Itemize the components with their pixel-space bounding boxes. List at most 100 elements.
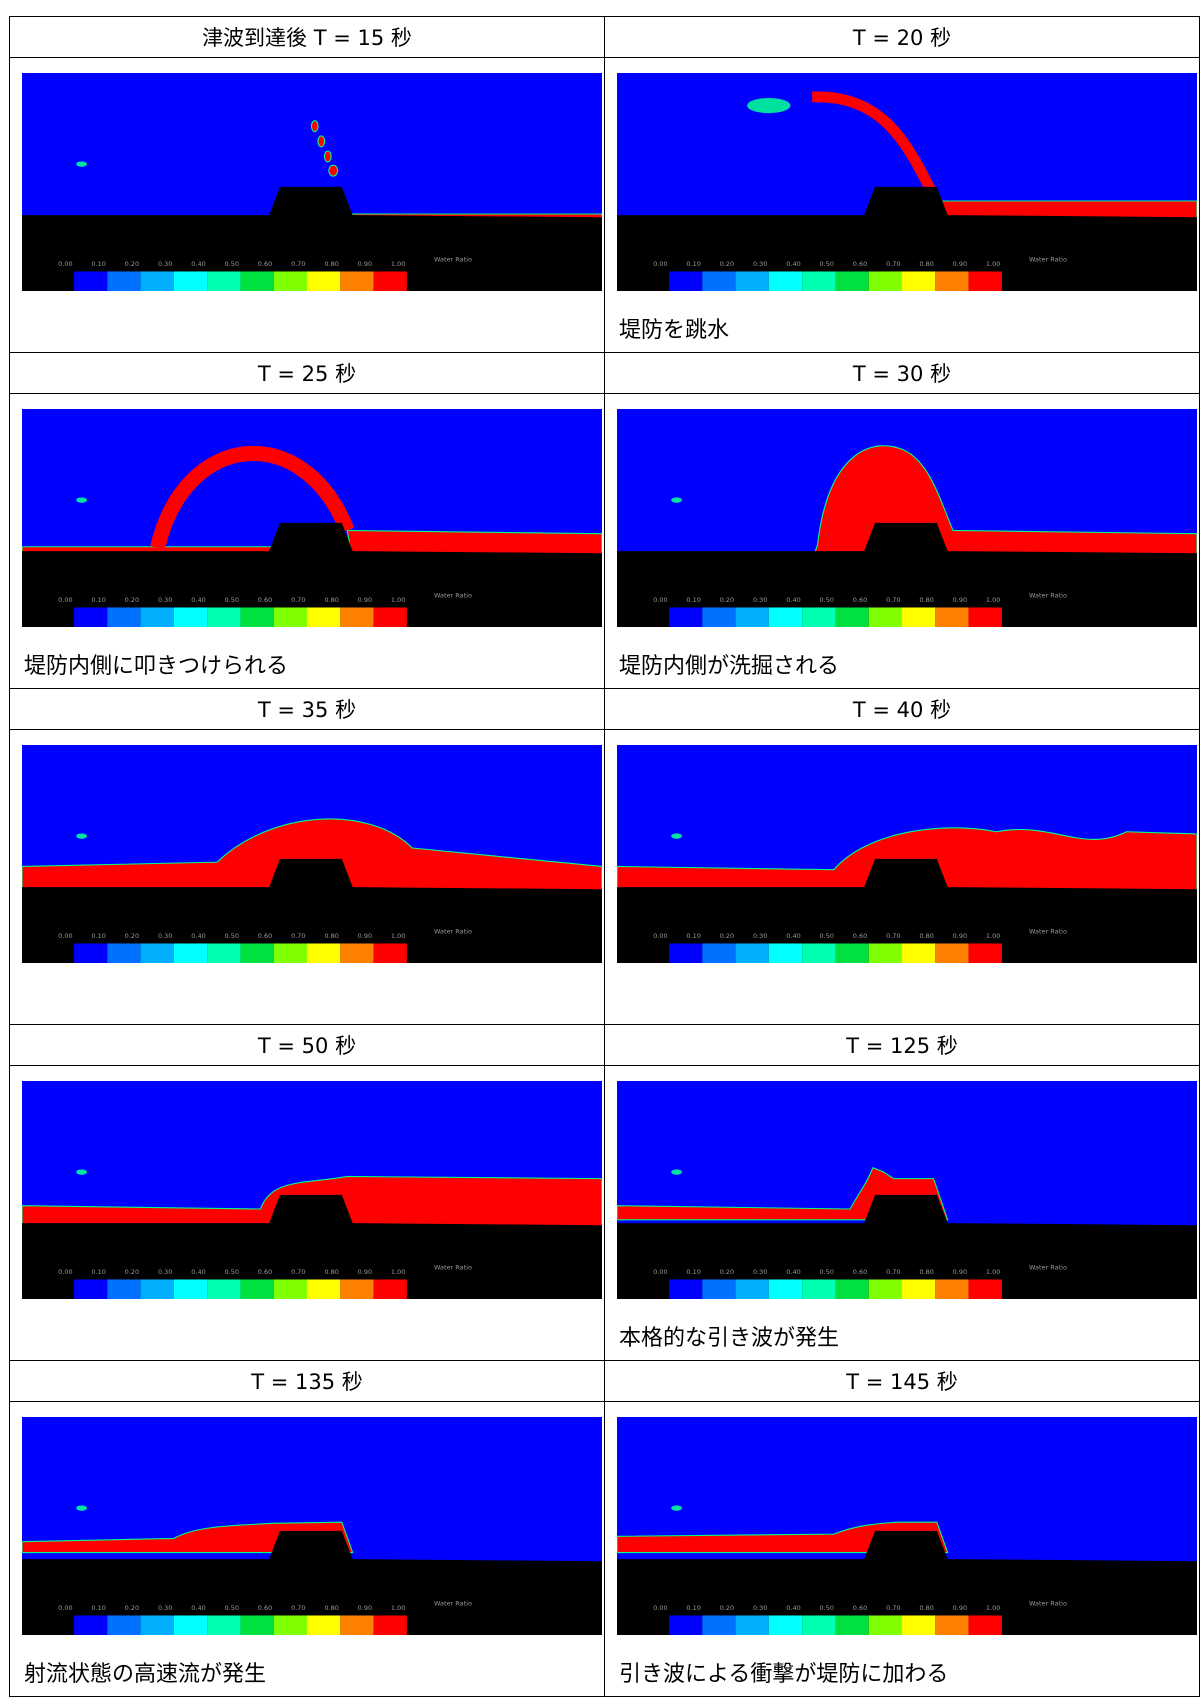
- colorbar-segment: [735, 271, 769, 291]
- colorbar-segment: [340, 943, 374, 963]
- colorbar-tick: 0.40: [191, 260, 205, 268]
- colorbar-label: Water Ratio: [434, 1600, 472, 1608]
- colorbar-segment: [240, 1279, 274, 1299]
- colorbar-tick: 0.70: [886, 932, 900, 940]
- cell-label: 津波到達後 T = 15 秒: [9, 16, 605, 58]
- colorbar-tick: 0.00: [653, 596, 667, 604]
- colorbar-label: Water Ratio: [434, 928, 472, 936]
- caption: 堤防を跳水: [619, 318, 730, 343]
- colorbar-segment: [702, 271, 736, 291]
- colorbar-tick: 0.60: [258, 596, 272, 604]
- cell-label: T = 25 秒: [9, 352, 605, 394]
- colorbar-segment: [868, 1279, 903, 1299]
- colorbar-tick: 0.70: [886, 260, 900, 268]
- colorbar-label: Water Ratio: [1029, 1600, 1067, 1608]
- colorbar-segment: [835, 1615, 869, 1635]
- colorbar-segment: [935, 1279, 969, 1299]
- colorbar-segment: [207, 1279, 241, 1299]
- colorbar-segment: [835, 271, 869, 291]
- colorbar-segment: [868, 943, 903, 963]
- colorbar-segment: [273, 1615, 308, 1635]
- colorbar-segment: [768, 271, 803, 291]
- colorbar-tick: 0.50: [225, 260, 239, 268]
- colorbar-segment: [702, 943, 736, 963]
- colorbar-segment: [968, 943, 1002, 963]
- colorbar-tick: 0.60: [853, 596, 867, 604]
- colorbar-segment: [74, 943, 108, 963]
- image-row: 0.00 0.10 0.20 0.30 0.40 0.50 0.60 0.70 0.80 0.90…: [9, 1065, 1200, 1361]
- colorbar-tick: 0.70: [291, 1268, 305, 1276]
- cell-label: T = 50 秒: [9, 1024, 605, 1066]
- colorbar-segment: [273, 943, 308, 963]
- colorbar-tick: 0.60: [853, 932, 867, 940]
- colorbar-segment: [968, 271, 1002, 291]
- colorbar-tick: 0.80: [919, 596, 933, 604]
- colorbar-tick: 0.50: [820, 932, 834, 940]
- cell-label: T = 35 秒: [9, 688, 605, 730]
- colorbar-segment: [968, 1615, 1002, 1635]
- cell-image: 0.00 0.10 0.20 0.30 0.40 0.50 0.60 0.70 0.80 0.90…: [604, 57, 1200, 353]
- colorbar-tick: 0.50: [820, 1604, 834, 1612]
- ground: [617, 1194, 1197, 1299]
- colorbar-tick: 0.90: [953, 1268, 967, 1276]
- colorbar-tick: 0.10: [91, 1604, 105, 1612]
- colorbar-tick: 0.70: [886, 1268, 900, 1276]
- colorbar-segment: [240, 607, 274, 627]
- colorbar-tick: 0.00: [58, 1268, 72, 1276]
- colorbar-tick: 1.00: [391, 932, 405, 940]
- colorbar-tick: 0.40: [786, 1268, 800, 1276]
- colorbar-tick: 0.30: [158, 1268, 172, 1276]
- colorbar-segment: [107, 271, 141, 291]
- ground: [22, 1194, 602, 1299]
- colorbar-tick: 0.00: [653, 932, 667, 940]
- colorbar-segment: [240, 943, 274, 963]
- simulation-image: 0.00 0.10 0.20 0.30 0.40 0.50 0.60 0.70 0.80 0.90…: [617, 73, 1197, 291]
- water: [617, 1167, 949, 1221]
- colorbar-tick: 0.70: [291, 596, 305, 604]
- colorbar-segment: [902, 1615, 936, 1635]
- colorbar-segment: [140, 1279, 174, 1299]
- colorbar-segment: [107, 1615, 141, 1635]
- colorbar-segment: [735, 1279, 769, 1299]
- colorbar-segment: [968, 1279, 1002, 1299]
- colorbar-segment: [140, 943, 174, 963]
- colorbar-segment: [735, 607, 769, 627]
- colorbar-tick: 0.90: [358, 932, 372, 940]
- colorbar-segment: [173, 943, 208, 963]
- colorbar-segment: [802, 271, 836, 291]
- colorbar-tick: 0.70: [886, 596, 900, 604]
- colorbar-tick: 0.20: [125, 1604, 139, 1612]
- colorbar-tick: 0.20: [720, 260, 734, 268]
- caption: 堤防内側に叩きつけられる: [24, 654, 289, 679]
- colorbar-segment: [669, 1279, 703, 1299]
- colorbar-tick: 0.00: [653, 1604, 667, 1612]
- colorbar-tick: 0.30: [158, 1604, 172, 1612]
- colorbar-tick: 0.80: [919, 1604, 933, 1612]
- colorbar-tick: 0.20: [720, 596, 734, 604]
- colorbar-tick: 0.10: [686, 260, 700, 268]
- colorbar-segment: [868, 1615, 903, 1635]
- colorbar-tick: 0.30: [158, 596, 172, 604]
- colorbar-segment: [173, 607, 208, 627]
- colorbar-segment: [373, 1279, 407, 1299]
- water-drop: [76, 161, 88, 167]
- colorbar-segment: [968, 607, 1002, 627]
- simulation-image: 0.00 0.10 0.20 0.30 0.40 0.50 0.60 0.70 0.80 0.90…: [22, 409, 602, 627]
- colorbar-tick: 0.90: [358, 1268, 372, 1276]
- simulation-image: 0.00 0.10 0.20 0.30 0.40 0.50 0.60 0.70 0.80 0.90…: [22, 745, 602, 963]
- colorbar-segment: [669, 271, 703, 291]
- colorbar-tick: 0.50: [225, 1268, 239, 1276]
- colorbar-segment: [140, 271, 174, 291]
- colorbar-tick: 0.10: [91, 596, 105, 604]
- colorbar-segment: [307, 1615, 341, 1635]
- ground: [22, 186, 602, 291]
- colorbar-segment: [140, 1615, 174, 1635]
- colorbar-tick: 0.50: [820, 260, 834, 268]
- colorbar-tick: 0.80: [919, 1268, 933, 1276]
- colorbar-segment: [702, 1279, 736, 1299]
- colorbar-segment: [307, 1279, 341, 1299]
- colorbar-segment: [835, 1279, 869, 1299]
- cell-label: T = 135 秒: [9, 1360, 605, 1402]
- water-drop: [76, 497, 88, 503]
- colorbar-tick: 0.90: [953, 596, 967, 604]
